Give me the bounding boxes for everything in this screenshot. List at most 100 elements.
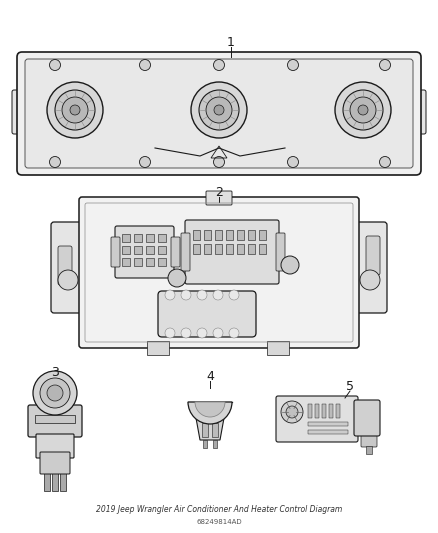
Circle shape	[55, 90, 95, 130]
Text: 4: 4	[206, 369, 214, 383]
Bar	[308, 430, 348, 434]
Circle shape	[47, 385, 63, 401]
FancyBboxPatch shape	[410, 90, 426, 134]
Bar	[288, 79, 310, 95]
Bar	[110, 79, 132, 95]
Bar	[134, 258, 142, 266]
Circle shape	[165, 290, 175, 300]
FancyBboxPatch shape	[276, 396, 358, 442]
Circle shape	[139, 157, 151, 167]
Text: 2019 Jeep Wrangler Air Conditioner And Heater Control Diagram: 2019 Jeep Wrangler Air Conditioner And H…	[96, 505, 342, 514]
Circle shape	[62, 97, 88, 123]
Bar	[226, 244, 233, 254]
FancyBboxPatch shape	[36, 434, 74, 458]
FancyBboxPatch shape	[17, 52, 421, 175]
Bar	[110, 119, 132, 135]
Bar	[370, 142, 384, 154]
Bar	[262, 99, 284, 115]
FancyBboxPatch shape	[115, 226, 174, 278]
Bar	[215, 244, 222, 254]
Circle shape	[281, 256, 299, 274]
Bar	[146, 246, 154, 254]
FancyBboxPatch shape	[276, 233, 285, 271]
Bar	[288, 119, 310, 135]
Bar	[222, 305, 231, 321]
Circle shape	[181, 290, 191, 300]
Circle shape	[213, 290, 223, 300]
Circle shape	[335, 82, 391, 138]
FancyBboxPatch shape	[40, 452, 70, 474]
Bar	[147, 341, 169, 355]
Circle shape	[379, 157, 391, 167]
Bar	[203, 440, 207, 448]
Circle shape	[139, 60, 151, 70]
Bar	[213, 440, 217, 448]
Bar	[170, 305, 179, 321]
Bar	[44, 473, 50, 491]
Polygon shape	[196, 418, 224, 440]
Circle shape	[213, 157, 225, 167]
Bar	[209, 305, 218, 321]
Circle shape	[40, 378, 70, 408]
Wedge shape	[195, 402, 225, 417]
Circle shape	[191, 82, 247, 138]
Bar	[158, 234, 166, 242]
Text: 2: 2	[215, 185, 223, 198]
FancyBboxPatch shape	[25, 59, 413, 168]
Circle shape	[379, 60, 391, 70]
Bar	[136, 79, 158, 95]
Bar	[308, 422, 348, 426]
Bar	[366, 446, 372, 454]
Bar	[390, 142, 404, 154]
Circle shape	[213, 60, 225, 70]
Circle shape	[214, 105, 224, 115]
Bar	[248, 230, 255, 240]
Bar	[58, 142, 72, 154]
Bar	[315, 404, 319, 418]
FancyBboxPatch shape	[79, 197, 359, 348]
Bar	[237, 244, 244, 254]
Circle shape	[197, 328, 207, 338]
Bar	[193, 230, 200, 240]
Circle shape	[229, 290, 239, 300]
Bar	[248, 244, 255, 254]
Circle shape	[181, 328, 191, 338]
Text: 1: 1	[227, 36, 235, 49]
Circle shape	[33, 371, 77, 415]
FancyBboxPatch shape	[181, 233, 190, 271]
Bar	[122, 234, 130, 242]
Bar	[226, 230, 233, 240]
Circle shape	[165, 328, 175, 338]
Bar	[204, 230, 211, 240]
FancyBboxPatch shape	[361, 433, 377, 447]
Bar	[110, 99, 132, 115]
Bar	[288, 99, 310, 115]
Circle shape	[281, 401, 303, 423]
Bar	[52, 473, 58, 491]
Circle shape	[47, 82, 103, 138]
Text: 3: 3	[51, 367, 59, 379]
Bar	[136, 99, 158, 115]
Bar	[122, 246, 130, 254]
FancyBboxPatch shape	[111, 237, 120, 267]
Bar	[259, 230, 266, 240]
Bar	[60, 473, 66, 491]
Bar	[158, 258, 166, 266]
Bar	[196, 305, 205, 321]
Circle shape	[168, 269, 186, 287]
Bar	[329, 404, 333, 418]
Bar	[35, 415, 75, 423]
Bar	[134, 246, 142, 254]
Bar	[204, 244, 211, 254]
Bar	[122, 258, 130, 266]
FancyBboxPatch shape	[28, 405, 82, 437]
Bar	[136, 119, 158, 135]
Bar	[202, 423, 208, 437]
Bar	[146, 258, 154, 266]
Bar	[371, 408, 378, 422]
FancyBboxPatch shape	[206, 191, 232, 205]
Bar	[212, 423, 218, 437]
Bar	[308, 404, 312, 418]
Bar	[202, 402, 218, 418]
Bar	[267, 341, 289, 355]
